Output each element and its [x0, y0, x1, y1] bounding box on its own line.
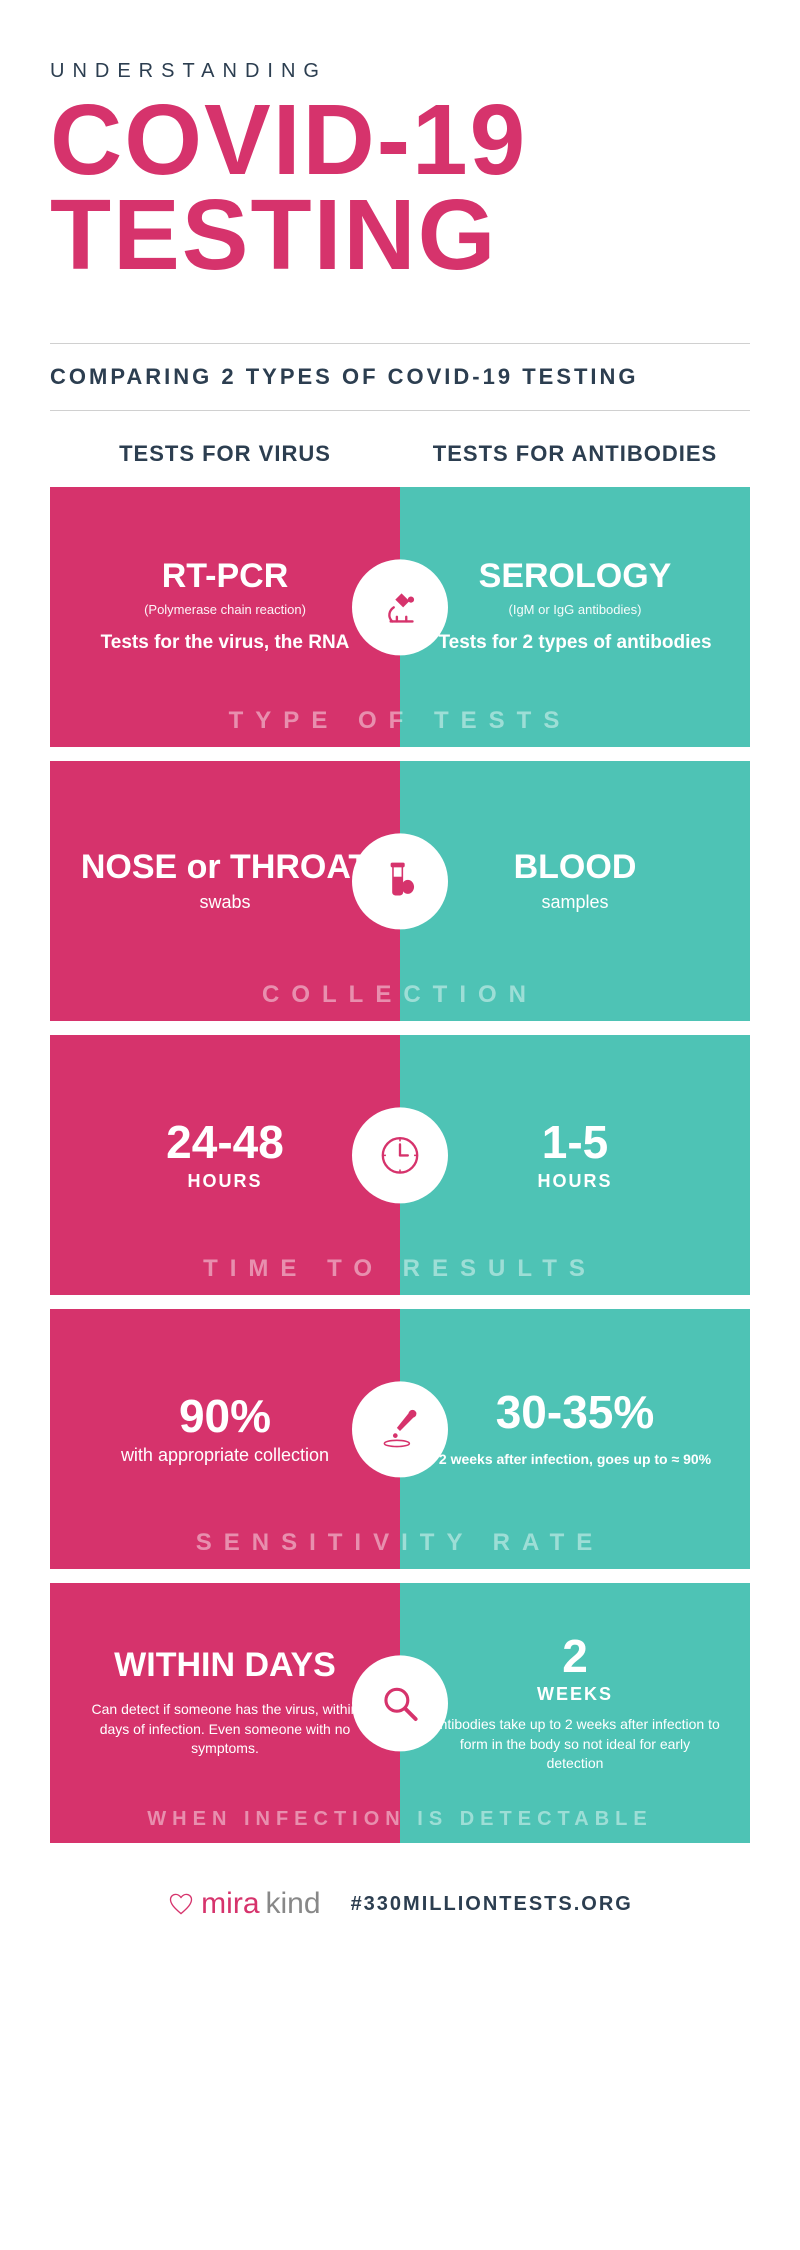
infographic-container: UNDERSTANDING COVID-19 TESTING COMPARING… — [0, 0, 800, 1971]
desc: Tests for the virus, the RNA — [80, 631, 370, 656]
subtitle: COMPARING 2 TYPES OF COVID-19 TESTING — [0, 344, 800, 410]
sub: samples — [430, 892, 720, 913]
sub: swabs — [80, 892, 370, 913]
heading: 1-5 — [430, 1118, 720, 1166]
sub: with appropriate collection — [80, 1445, 370, 1466]
eyebrow: UNDERSTANDING — [50, 60, 750, 83]
row-collection: NOSE or THROAT swabs BLOOD samples COLLE… — [50, 761, 750, 1021]
cell-right: 2 WEEKS Antibodies take up to 2 weeks af… — [400, 1583, 750, 1843]
title-line-2: TESTING — [50, 179, 497, 291]
heading: 2 — [430, 1632, 720, 1680]
heading: 24-48 — [80, 1118, 370, 1166]
main-title: COVID-19 TESTING — [50, 93, 750, 283]
cell-right: 1-5 HOURS — [400, 1035, 750, 1295]
cell-left: WITHIN DAYS Can detect if someone has th… — [50, 1583, 400, 1843]
column-headers: TESTS FOR VIRUS TESTS FOR ANTIBODIES — [0, 411, 800, 487]
header: UNDERSTANDING COVID-19 TESTING — [0, 0, 800, 343]
sub: HOURS — [430, 1171, 720, 1192]
cell-left: 90% with appropriate collection — [50, 1309, 400, 1569]
heading: BLOOD — [430, 849, 720, 886]
small: Can detect if someone has the virus, wit… — [80, 1700, 370, 1759]
cell-right: 30-35% 2 weeks after infection, goes up … — [400, 1309, 750, 1569]
cell-right: BLOOD samples — [400, 761, 750, 1021]
dropper-icon — [352, 1381, 448, 1477]
comparison-rows: RT-PCR (Polymerase chain reaction) Tests… — [0, 487, 800, 1843]
magnify-icon — [352, 1655, 448, 1751]
sub: HOURS — [80, 1171, 370, 1192]
column-header-left: TESTS FOR VIRUS — [50, 441, 400, 467]
logo-text-2: kind — [266, 1887, 321, 1921]
heading: NOSE or THROAT — [80, 849, 370, 886]
small: Antibodies take up to 2 weeks after infe… — [430, 1715, 720, 1774]
heading: SEROLOGY — [430, 558, 720, 595]
heading: 90% — [80, 1392, 370, 1440]
heading: WITHIN DAYS — [80, 1647, 370, 1684]
logo: mirakind — [167, 1887, 320, 1921]
paren: (Polymerase chain reaction) — [80, 602, 370, 617]
heading: RT-PCR — [80, 558, 370, 595]
cell-left: RT-PCR (Polymerase chain reaction) Tests… — [50, 487, 400, 747]
row-detection: WITHIN DAYS Can detect if someone has th… — [50, 1583, 750, 1843]
sub: WEEKS — [430, 1684, 720, 1705]
clock-icon — [352, 1107, 448, 1203]
desc: Tests for 2 types of antibodies — [430, 631, 720, 656]
cell-left: 24-48 HOURS — [50, 1035, 400, 1295]
heading: 30-35% — [430, 1388, 720, 1436]
heart-icon — [167, 1890, 195, 1918]
row-type-of-tests: RT-PCR (Polymerase chain reaction) Tests… — [50, 487, 750, 747]
microscope-icon — [352, 559, 448, 655]
row-time-to-results: 24-48 HOURS 1-5 HOURS TIME TO RESULTS — [50, 1035, 750, 1295]
footer: mirakind #330MILLIONTESTS.ORG — [0, 1857, 800, 1971]
small: 2 weeks after infection, goes up to ≈ 90… — [430, 1450, 720, 1470]
row-sensitivity-rate: 90% with appropriate collection 30-35% 2… — [50, 1309, 750, 1569]
cell-right: SEROLOGY (IgM or IgG antibodies) Tests f… — [400, 487, 750, 747]
vial-icon — [352, 833, 448, 929]
cell-left: NOSE or THROAT swabs — [50, 761, 400, 1021]
logo-text-1: mira — [201, 1887, 259, 1921]
paren: (IgM or IgG antibodies) — [430, 602, 720, 617]
hashtag: #330MILLIONTESTS.ORG — [351, 1893, 633, 1916]
column-header-right: TESTS FOR ANTIBODIES — [400, 441, 750, 467]
